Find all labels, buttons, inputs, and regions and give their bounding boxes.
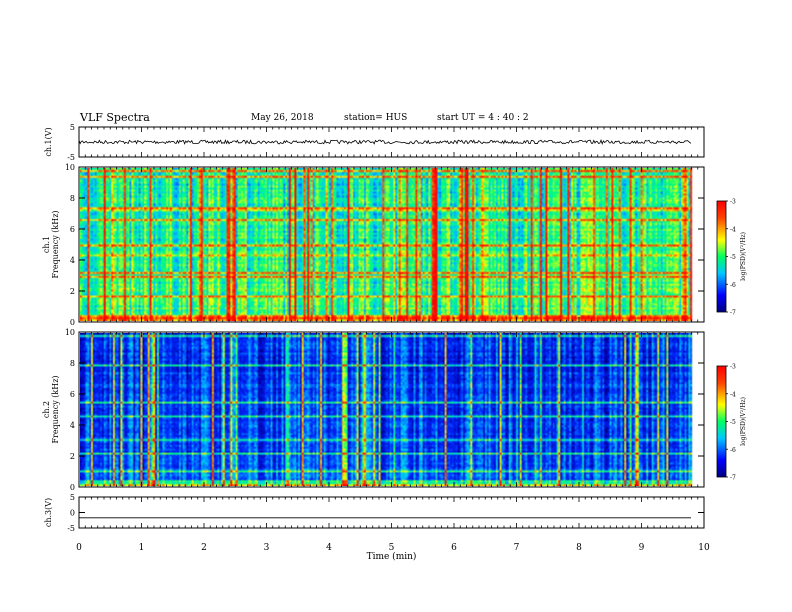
ch2-spectrogram-colorbar-tick-label: -4 xyxy=(730,391,736,398)
ch1-spectrogram-colorbar-label: log(PSD)(V²/Hz) xyxy=(740,232,747,281)
ch1-waveform-ytick-label: 5 xyxy=(70,123,75,132)
ch1-spectrogram-image xyxy=(80,168,703,321)
x-tick-label: 6 xyxy=(451,543,457,553)
ch2-spectrogram-colorbar xyxy=(716,365,727,478)
x-tick-label: 2 xyxy=(201,543,207,553)
x-tick-label: 10 xyxy=(698,543,710,553)
ch2-spectrogram-ytick-label: 2 xyxy=(70,452,75,461)
ch1-spectrogram-colorbar-tick-label: -4 xyxy=(730,226,736,233)
ch1-waveform-ytick-label: -5 xyxy=(67,153,75,162)
x-tick-label: 9 xyxy=(639,543,645,553)
ch2-spectrogram-colorbar-label: log(PSD)(V²/Hz) xyxy=(740,397,747,446)
x-tick-label: 7 xyxy=(514,543,520,553)
x-tick-label: 0 xyxy=(76,543,82,553)
ch2-spectrogram-ytick-label: 8 xyxy=(70,359,75,368)
ch2-spectrogram-colorbar-tick-label: -6 xyxy=(730,447,736,454)
x-tick-label: 1 xyxy=(139,543,145,553)
ch1-spectrogram-colorbar-tick-label: -5 xyxy=(730,254,736,261)
ch1-spectrogram-ytick-label: 0 xyxy=(70,318,75,327)
x-tick-label: 8 xyxy=(576,543,582,553)
ch2-spectrogram-ytick-label: 4 xyxy=(70,421,75,430)
ch1-spectrogram-colorbar-tick-label: -7 xyxy=(730,310,736,317)
x-tick-label: 5 xyxy=(389,543,395,553)
ch2-spectrogram-image xyxy=(80,333,703,486)
ch1-waveform-ylabel: ch.1(V) xyxy=(44,127,53,156)
ch3-waveform-ytick-label: 0 xyxy=(70,509,75,518)
ch1-spectrogram-colorbar-tick-label: -3 xyxy=(730,199,736,206)
plot-title: VLF Spectra xyxy=(80,111,150,124)
ch2-spectrogram-ytick-label: 0 xyxy=(70,483,75,492)
ch2-spectrogram-colorbar-tick-label: -3 xyxy=(730,364,736,371)
ch1-spectrogram-colorbar xyxy=(716,200,727,313)
ch1-spectrogram-ylabel2: Frequency (kHz) xyxy=(51,210,60,278)
start-time-label: start UT = 4 : 40 : 2 xyxy=(437,113,529,123)
ch1-spectrogram-ylabel: ch.1 xyxy=(42,236,51,253)
x-tick-label: 4 xyxy=(326,543,332,553)
ch3-waveform-ytick-label: 5 xyxy=(70,493,75,502)
ch2-spectrogram-ylabel2: Frequency (kHz) xyxy=(51,375,60,443)
x-axis-label: Time (min) xyxy=(367,551,417,562)
date-label: May 26, 2018 xyxy=(251,113,314,123)
ch2-spectrogram-colorbar-tick-label: -5 xyxy=(730,419,736,426)
ch2-spectrogram-ytick-label: 10 xyxy=(65,328,75,337)
ch1-spectrogram-colorbar-tick-label: -6 xyxy=(730,282,736,289)
ch1-spectrogram-ytick-label: 2 xyxy=(70,287,75,296)
x-tick-label: 3 xyxy=(264,543,270,553)
ch3-waveform-ytick-label: -5 xyxy=(67,524,75,533)
ch1-spectrogram-ytick-label: 8 xyxy=(70,194,75,203)
ch2-spectrogram-ylabel: ch.2 xyxy=(42,401,51,418)
ch2-spectrogram-ytick-label: 6 xyxy=(70,390,75,399)
ch1-spectrogram-ytick-label: 4 xyxy=(70,256,75,265)
ch2-spectrogram-colorbar-tick-label: -7 xyxy=(730,475,736,482)
ch3-waveform-ylabel: ch.3(V) xyxy=(44,498,53,527)
ch1-waveform-trace xyxy=(78,139,692,145)
station-label: station= HUS xyxy=(344,113,408,123)
ch1-spectrogram-ytick-label: 10 xyxy=(65,163,75,172)
ch1-spectrogram-ytick-label: 6 xyxy=(70,225,75,234)
